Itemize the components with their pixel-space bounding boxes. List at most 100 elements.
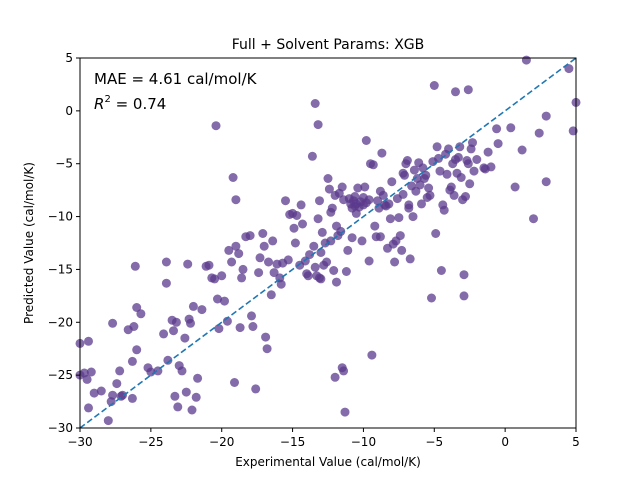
points-layer: [75, 55, 581, 426]
data-point: [296, 200, 306, 210]
data-point: [315, 196, 324, 206]
data-point: [187, 405, 197, 415]
data-point: [417, 199, 426, 209]
chart-title: Full + Solvent Params: XGB: [232, 37, 425, 53]
data-point: [564, 64, 574, 74]
data-point: [112, 379, 122, 389]
data-point: [245, 231, 255, 241]
data-point: [405, 254, 415, 264]
data-point: [408, 212, 418, 222]
data-point: [309, 241, 319, 251]
r2-symbol: R: [94, 95, 104, 113]
data-point: [210, 274, 220, 284]
data-point: [451, 87, 460, 97]
data-point: [390, 257, 400, 267]
data-point: [237, 273, 247, 283]
data-point: [231, 195, 241, 205]
data-point: [186, 318, 195, 328]
data-point: [227, 257, 237, 267]
y-tick-label: −20: [48, 315, 73, 329]
data-point: [402, 156, 412, 165]
data-point: [517, 145, 527, 155]
data-point: [370, 221, 380, 231]
data-point: [115, 366, 125, 376]
data-point: [385, 214, 395, 224]
data-point: [472, 155, 482, 164]
data-point: [305, 250, 315, 260]
data-point: [251, 384, 261, 394]
data-point: [429, 81, 439, 90]
data-point: [461, 192, 470, 201]
data-point: [86, 367, 96, 377]
data-point: [343, 245, 353, 255]
data-point: [357, 236, 367, 246]
data-point: [281, 196, 290, 206]
data-point: [161, 278, 171, 288]
data-point: [397, 245, 407, 255]
data-point: [465, 179, 475, 189]
data-point: [324, 184, 334, 194]
x-tick-label: −20: [209, 435, 234, 449]
data-point: [340, 407, 350, 417]
data-point: [415, 180, 425, 190]
data-point: [439, 205, 449, 215]
data-point: [214, 324, 224, 334]
data-point: [204, 260, 214, 270]
data-point: [161, 257, 171, 267]
data-point: [398, 189, 408, 199]
data-point: [329, 266, 339, 275]
data-point: [127, 393, 137, 403]
data-point: [541, 177, 551, 187]
data-point: [193, 373, 203, 383]
data-point: [228, 173, 238, 182]
data-point: [181, 387, 191, 397]
data-point: [332, 277, 341, 287]
x-tick-label: −25: [138, 435, 163, 449]
data-point: [330, 372, 340, 382]
data-point: [541, 111, 551, 121]
data-point: [506, 123, 516, 133]
data-point: [360, 182, 370, 192]
data-point: [303, 271, 313, 281]
data-point: [442, 169, 452, 179]
data-point: [84, 336, 93, 346]
data-point: [434, 153, 443, 163]
data-point: [529, 214, 538, 224]
data-point: [368, 160, 378, 170]
data-point: [327, 203, 337, 213]
y-tick-label: 0: [65, 104, 73, 118]
data-point: [173, 402, 183, 412]
y-tick-label: −5: [55, 157, 73, 171]
data-point: [224, 245, 234, 255]
data-point: [353, 183, 363, 193]
data-point: [493, 139, 503, 149]
data-point: [463, 159, 473, 169]
data-point: [455, 142, 465, 152]
y-tick-label: 5: [65, 51, 73, 65]
data-point: [409, 165, 419, 175]
data-point: [358, 200, 368, 210]
data-point: [367, 350, 377, 360]
data-point: [459, 291, 469, 301]
data-point: [298, 219, 307, 229]
data-point: [436, 266, 446, 275]
data-point: [247, 311, 256, 321]
data-point: [238, 264, 248, 274]
ticks-layer: −30 −25 −20 −15 −10 −5 0 5 −30 −25 −20 −15 −10 −5 0 5: [48, 51, 580, 449]
data-point: [268, 236, 278, 246]
data-point: [108, 318, 118, 328]
data-point: [197, 305, 207, 315]
data-point: [96, 386, 106, 396]
data-point: [310, 262, 320, 272]
y-tick-label: −15: [48, 262, 73, 276]
plot-frame: [79, 57, 577, 429]
data-point: [289, 223, 299, 233]
data-point: [103, 416, 113, 426]
data-point: [177, 366, 187, 376]
data-point: [264, 257, 273, 267]
data-point: [130, 261, 140, 271]
data-point: [163, 355, 173, 365]
data-point: [269, 268, 279, 278]
y-tick-label: −10: [48, 210, 73, 224]
